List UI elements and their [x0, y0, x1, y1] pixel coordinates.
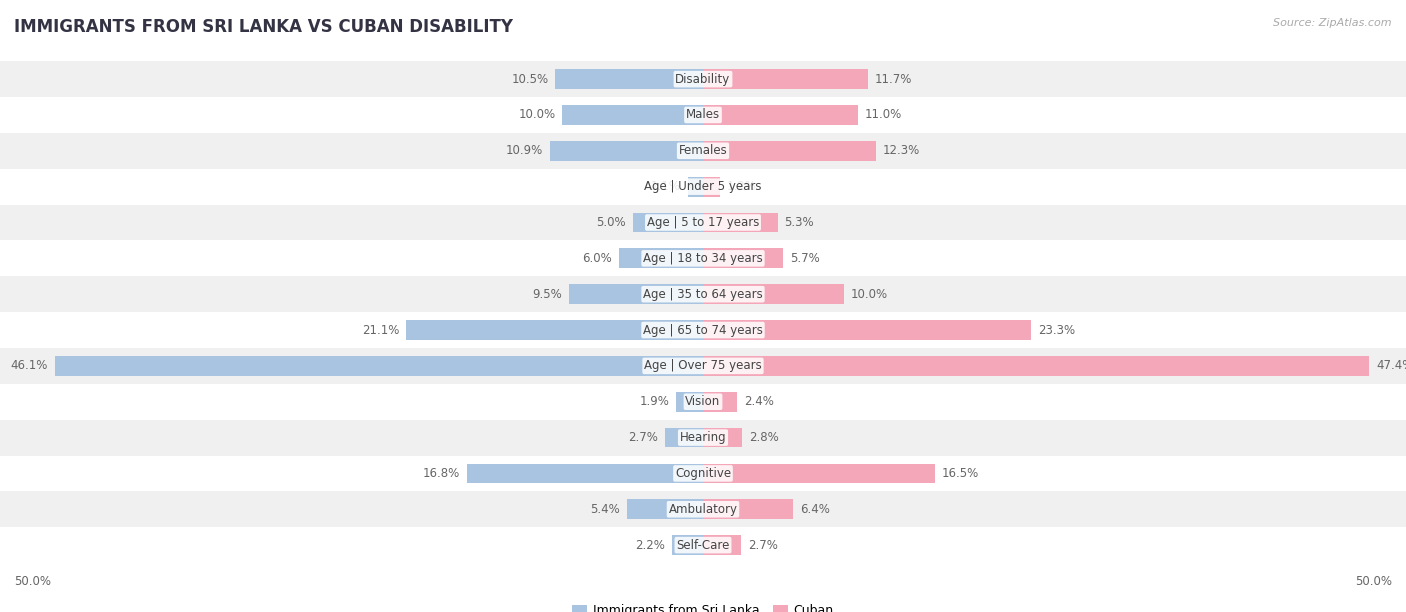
Text: Hearing: Hearing [679, 431, 727, 444]
Bar [703, 248, 783, 268]
Bar [688, 177, 703, 196]
Text: Age | Under 5 years: Age | Under 5 years [644, 180, 762, 193]
Text: Age | 5 to 17 years: Age | 5 to 17 years [647, 216, 759, 229]
Text: 1.9%: 1.9% [640, 395, 669, 408]
Text: 11.7%: 11.7% [875, 73, 912, 86]
Text: Ambulatory: Ambulatory [668, 503, 738, 516]
Text: 2.8%: 2.8% [749, 431, 779, 444]
Bar [703, 463, 935, 483]
Bar [569, 285, 703, 304]
Bar [0, 348, 1406, 384]
Text: 16.8%: 16.8% [423, 467, 460, 480]
Bar [665, 428, 703, 447]
Text: 2.7%: 2.7% [748, 539, 778, 551]
Text: 23.3%: 23.3% [1038, 324, 1074, 337]
Bar [562, 105, 703, 125]
Text: Age | 65 to 74 years: Age | 65 to 74 years [643, 324, 763, 337]
Bar [703, 499, 793, 519]
Bar [0, 455, 1406, 491]
Bar [0, 276, 1406, 312]
Text: 5.0%: 5.0% [596, 216, 626, 229]
Text: Males: Males [686, 108, 720, 121]
Text: 6.0%: 6.0% [582, 252, 612, 265]
Text: 6.4%: 6.4% [800, 503, 830, 516]
Text: 21.1%: 21.1% [361, 324, 399, 337]
Text: Females: Females [679, 144, 727, 157]
Text: 46.1%: 46.1% [10, 359, 48, 372]
Text: 10.0%: 10.0% [519, 108, 555, 121]
Bar [627, 499, 703, 519]
Bar [0, 61, 1406, 97]
Text: 5.3%: 5.3% [785, 216, 814, 229]
Bar [406, 320, 703, 340]
Bar [0, 204, 1406, 241]
Bar [467, 463, 703, 483]
Bar [0, 420, 1406, 455]
Text: 10.5%: 10.5% [512, 73, 548, 86]
Bar [703, 177, 720, 196]
Text: 2.2%: 2.2% [636, 539, 665, 551]
Bar [703, 320, 1031, 340]
Bar [672, 536, 703, 555]
Text: IMMIGRANTS FROM SRI LANKA VS CUBAN DISABILITY: IMMIGRANTS FROM SRI LANKA VS CUBAN DISAB… [14, 18, 513, 36]
Text: 2.7%: 2.7% [628, 431, 658, 444]
Text: 10.9%: 10.9% [506, 144, 543, 157]
Text: Self-Care: Self-Care [676, 539, 730, 551]
Text: 50.0%: 50.0% [14, 575, 51, 588]
Bar [55, 356, 703, 376]
Text: 5.4%: 5.4% [591, 503, 620, 516]
Text: Source: ZipAtlas.com: Source: ZipAtlas.com [1274, 18, 1392, 28]
Bar [0, 527, 1406, 563]
Bar [0, 133, 1406, 169]
Bar [0, 169, 1406, 204]
Bar [703, 536, 741, 555]
Text: 11.0%: 11.0% [865, 108, 901, 121]
Text: 50.0%: 50.0% [1355, 575, 1392, 588]
Text: 12.3%: 12.3% [883, 144, 920, 157]
Text: Age | 35 to 64 years: Age | 35 to 64 years [643, 288, 763, 300]
Bar [676, 392, 703, 412]
Bar [0, 384, 1406, 420]
Bar [703, 212, 778, 233]
Bar [703, 392, 737, 412]
Bar [619, 248, 703, 268]
Text: 1.2%: 1.2% [727, 180, 756, 193]
Bar [703, 141, 876, 161]
Bar [550, 141, 703, 161]
Bar [633, 212, 703, 233]
Bar [0, 491, 1406, 527]
Bar [555, 69, 703, 89]
Text: 5.7%: 5.7% [790, 252, 820, 265]
Bar [703, 356, 1369, 376]
Bar [703, 69, 868, 89]
Legend: Immigrants from Sri Lanka, Cuban: Immigrants from Sri Lanka, Cuban [567, 599, 839, 612]
Text: 1.1%: 1.1% [651, 180, 681, 193]
Text: 47.4%: 47.4% [1376, 359, 1406, 372]
Bar [0, 241, 1406, 276]
Text: Age | 18 to 34 years: Age | 18 to 34 years [643, 252, 763, 265]
Bar [0, 97, 1406, 133]
Text: Age | Over 75 years: Age | Over 75 years [644, 359, 762, 372]
Text: 9.5%: 9.5% [533, 288, 562, 300]
Bar [0, 312, 1406, 348]
Text: Vision: Vision [685, 395, 721, 408]
Text: 10.0%: 10.0% [851, 288, 887, 300]
Text: Cognitive: Cognitive [675, 467, 731, 480]
Text: 2.4%: 2.4% [744, 395, 773, 408]
Text: 16.5%: 16.5% [942, 467, 979, 480]
Bar [703, 285, 844, 304]
Text: Disability: Disability [675, 73, 731, 86]
Bar [703, 105, 858, 125]
Bar [703, 428, 742, 447]
